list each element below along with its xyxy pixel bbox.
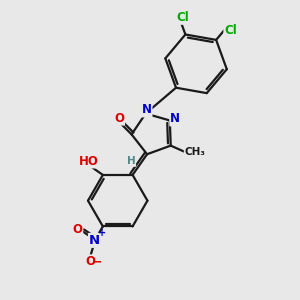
Text: HO: HO <box>79 154 99 167</box>
Text: O: O <box>86 255 96 268</box>
Text: N: N <box>170 112 180 125</box>
Text: +: + <box>98 228 106 238</box>
Text: Cl: Cl <box>176 11 189 24</box>
Text: −: − <box>92 255 103 268</box>
Text: O: O <box>72 224 82 236</box>
Text: O: O <box>114 112 124 124</box>
Text: Cl: Cl <box>224 24 237 37</box>
Text: H: H <box>127 156 135 166</box>
Text: N: N <box>89 234 100 247</box>
Text: CH₃: CH₃ <box>185 147 206 157</box>
Text: N: N <box>142 103 152 116</box>
